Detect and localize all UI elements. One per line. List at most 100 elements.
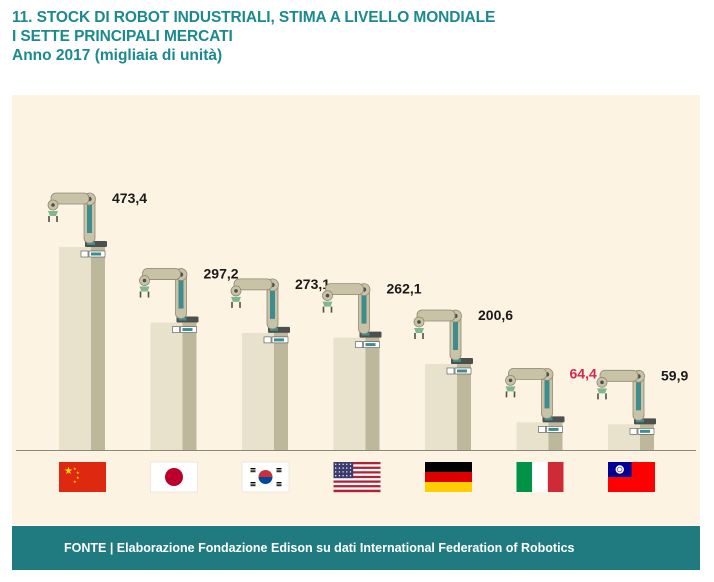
control-panel-small [446,367,455,375]
bar-group-japan: 297,2 [139,266,239,493]
usa-flag [333,462,381,493]
svg-text:★: ★ [73,466,77,471]
control-panel-small [355,341,363,348]
robot-forearm [233,278,273,291]
robot-arm-icon [47,192,107,247]
germany-flag [425,462,472,492]
bar [150,322,183,450]
robot-forearm [50,192,90,205]
robot-wrist-pin [508,378,513,383]
bar [333,337,366,450]
source-footer: FONTE | Elaborazione Fondazione Edison s… [12,526,700,570]
data-label: 473,4 [112,190,147,206]
bar [59,247,91,450]
bar-side [182,322,197,450]
data-label: 59,9 [661,367,688,383]
bar-group-germany: 200,6 [413,307,513,492]
bar-group-china: 473,4 ★ ★★★★ [47,190,147,492]
robot-claws [597,393,607,400]
taiwan-flag [608,462,655,492]
robot-bar-chart: 473,4 ★ ★★★★ 297,2 273,1 262,1 200,6 64,4 59,9 [16,190,696,493]
robot-base-display [270,327,278,331]
robot-arm-icon [505,367,565,423]
robot-forearm [325,283,364,296]
south-korea-flag [241,461,290,493]
chart-panel: 473,4 ★ ★ ★ ★ ★ 297,2 273,1 262,1 200,6 64,4 59,9 [12,95,700,525]
data-label: 297,2 [204,266,239,282]
robot-base-display [544,417,553,421]
bar-group-south-korea: 273,1 [230,276,330,493]
data-label: 273,1 [295,276,330,292]
robot-forearm [508,367,547,380]
svg-text:★: ★ [76,470,80,475]
robot-arm-icon [139,268,199,323]
robot-arm-icon [230,278,290,333]
data-label: 64,4 [570,365,597,381]
chart-title-line-2: I SETTE PRINCIPALI MERCATI [12,28,233,45]
robot-gripper [322,301,333,307]
control-panel-small [629,428,638,435]
robot-wrist-pin [600,380,604,385]
robot-claws [139,291,150,298]
bar-side [91,247,105,450]
bar-side [274,332,288,450]
italy-flag [516,462,564,492]
control-panel-small [172,326,180,333]
robot-arm-stripe [178,278,184,309]
robot-arm-stripe [87,203,92,233]
robot-wrist-pin [417,320,421,324]
robot-claws [322,306,333,313]
robot-gripper [231,296,241,302]
robot-arm-icon [413,309,473,364]
japan-flag [150,461,198,493]
robot-base-display [178,317,187,321]
control-panel-small [80,250,89,258]
robot-wrist-pin [325,293,330,298]
robot-claws [505,391,516,398]
robot-arm-icon [322,283,382,338]
robot-arm-icon [596,369,656,425]
robot-forearm [142,268,181,280]
robot-base-display [636,419,644,423]
data-label: 262,1 [387,281,422,297]
robot-claws [414,332,424,339]
control-panel-display [457,369,467,373]
bar-group-usa: 262,1 [322,281,422,493]
robot-claws [48,216,58,222]
svg-text:★: ★ [73,479,77,484]
robot-wrist-pin [142,278,147,283]
robot-arm-stripe [636,380,641,411]
robot-arm-stripe [544,378,550,409]
control-panel-display [274,338,284,342]
robot-arm-stripe [453,319,458,350]
bar-side [457,363,471,450]
robot-claws [231,301,241,308]
robot-forearm [416,309,456,322]
bar-group-taiwan: 59,9 [596,367,688,492]
control-panel-small [263,336,272,344]
robot-forearm [599,369,639,382]
bar [425,363,457,450]
control-panel-display [548,427,559,431]
robot-base-display [453,358,461,362]
robot-arm-stripe [270,288,275,319]
robot-gripper [505,386,516,392]
robot-wrist-pin [51,203,55,207]
robot-gripper [139,286,150,292]
control-panel-display [182,328,193,332]
bar [242,332,274,450]
china-flag: ★ ★★★★ [59,462,106,492]
data-label: 200,6 [478,307,513,323]
chart-title-line-1: 11. STOCK DI ROBOT INDUSTRIALI, STIMA A … [12,9,496,26]
robot-wrist-pin [234,289,238,293]
bar-side [365,337,380,450]
chart-title-block: 11. STOCK DI ROBOT INDUSTRIALI, STIMA A … [12,8,495,65]
robot-gripper [597,388,607,394]
bar-group-italy: 64,4 [505,365,597,492]
robot-base-display [87,242,95,245]
control-panel-display [365,343,376,347]
robot-arm-stripe [361,293,367,324]
robot-gripper [414,327,424,333]
control-panel-display [640,429,650,433]
robot-gripper [48,211,58,216]
